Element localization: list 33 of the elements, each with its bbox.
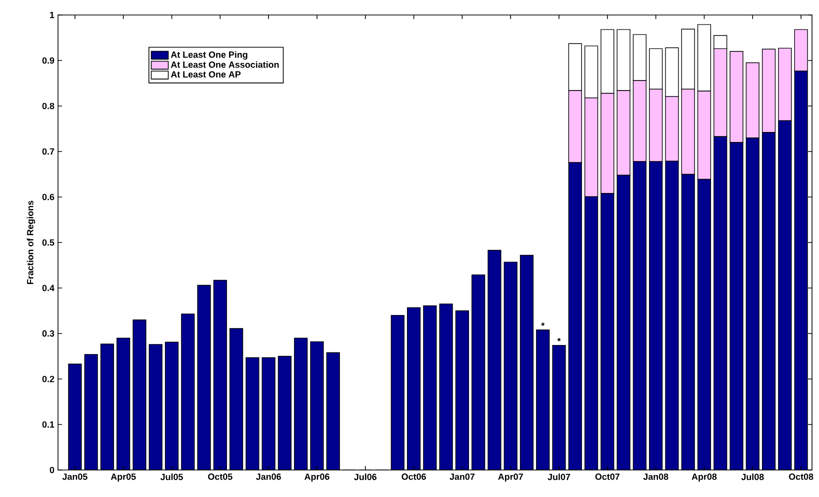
x-tick-label: Oct08 xyxy=(788,474,814,480)
y-tick-label: 0.1 xyxy=(42,421,54,428)
x-tick-label: Oct06 xyxy=(402,474,426,480)
y-tick-label: 0.5 xyxy=(42,239,54,246)
y-tick-label: 0.4 xyxy=(42,284,54,292)
annotation: * xyxy=(541,322,545,326)
x-tick-label: Jan05 xyxy=(62,474,88,480)
y-axis-title: Fraction of Regions xyxy=(26,200,36,284)
x-tick-label: Jan06 xyxy=(256,474,281,480)
x-tick-label: Jan08 xyxy=(643,474,668,480)
y-tick-label: 0.7 xyxy=(42,148,54,155)
x-tick-label: Jul07 xyxy=(548,474,570,480)
x-tick-label: Apr06 xyxy=(304,474,330,482)
y-tick-label: 0.8 xyxy=(42,102,54,110)
x-tick-label: Jul08 xyxy=(741,474,764,480)
x-tick-label: Apr07 xyxy=(498,474,523,482)
x-tick-label: Jul05 xyxy=(160,474,183,480)
y-tick-label: 0.6 xyxy=(42,194,54,200)
y-tick-label: 0 xyxy=(50,466,54,474)
x-tick-label: Jul06 xyxy=(354,474,377,480)
legend-label: At Least One Ping xyxy=(170,51,248,60)
y-tick-label: 0.3 xyxy=(42,330,54,337)
y-tick-label: 0.2 xyxy=(42,376,54,382)
x-tick-label: Apr05 xyxy=(110,474,136,482)
x-tick-label: Jan07 xyxy=(450,474,475,480)
annotation: * xyxy=(557,338,561,342)
x-tick-label: Oct05 xyxy=(208,474,232,480)
y-tick-label: 1 xyxy=(50,12,54,18)
x-tick-label: Apr08 xyxy=(692,474,717,482)
y-tick-label: 0.9 xyxy=(42,57,54,64)
x-tick-label: Oct07 xyxy=(595,474,620,480)
legend-label: At Least One AP xyxy=(170,71,241,78)
legend-label: At Least One Association xyxy=(170,61,279,68)
